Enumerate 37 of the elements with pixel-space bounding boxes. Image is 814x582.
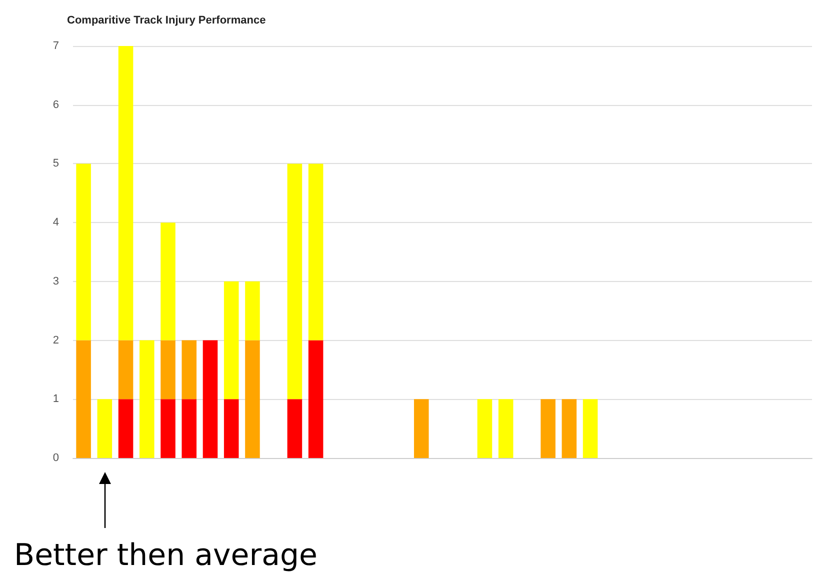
y-tick-label: 4 (52, 216, 59, 229)
bar (582, 399, 598, 458)
bar (287, 399, 302, 458)
bar (182, 340, 197, 400)
y-tick-label: 7 (52, 40, 59, 52)
bar (160, 340, 176, 400)
bar (245, 340, 260, 458)
y-tick-label: 1 (52, 393, 59, 406)
y-tick-label: 3 (52, 275, 59, 288)
bar (118, 399, 134, 458)
bar (118, 340, 134, 400)
bar (477, 399, 492, 458)
bar (498, 399, 514, 458)
bar (308, 340, 324, 458)
bar (224, 281, 239, 400)
bar (182, 399, 197, 458)
bar (202, 340, 218, 458)
bar (118, 46, 134, 340)
y-tick-label: 5 (52, 158, 59, 170)
bar (160, 222, 176, 340)
y-tick-label: 6 (52, 98, 59, 111)
bar (562, 399, 577, 458)
bar (308, 164, 324, 340)
y-tick-label: 0 (52, 452, 59, 464)
bar (97, 399, 112, 458)
bar (76, 340, 91, 458)
bar (160, 399, 176, 458)
bar (140, 340, 154, 458)
text: Better then average (14, 538, 318, 573)
bar (414, 399, 429, 458)
bar (287, 164, 302, 400)
bar (76, 164, 91, 340)
bar (224, 399, 239, 458)
bar (540, 399, 556, 458)
y-tick-label: 2 (52, 334, 59, 346)
bar (245, 281, 260, 340)
chart-title: Comparitive Track Injury Performance (67, 14, 266, 26)
